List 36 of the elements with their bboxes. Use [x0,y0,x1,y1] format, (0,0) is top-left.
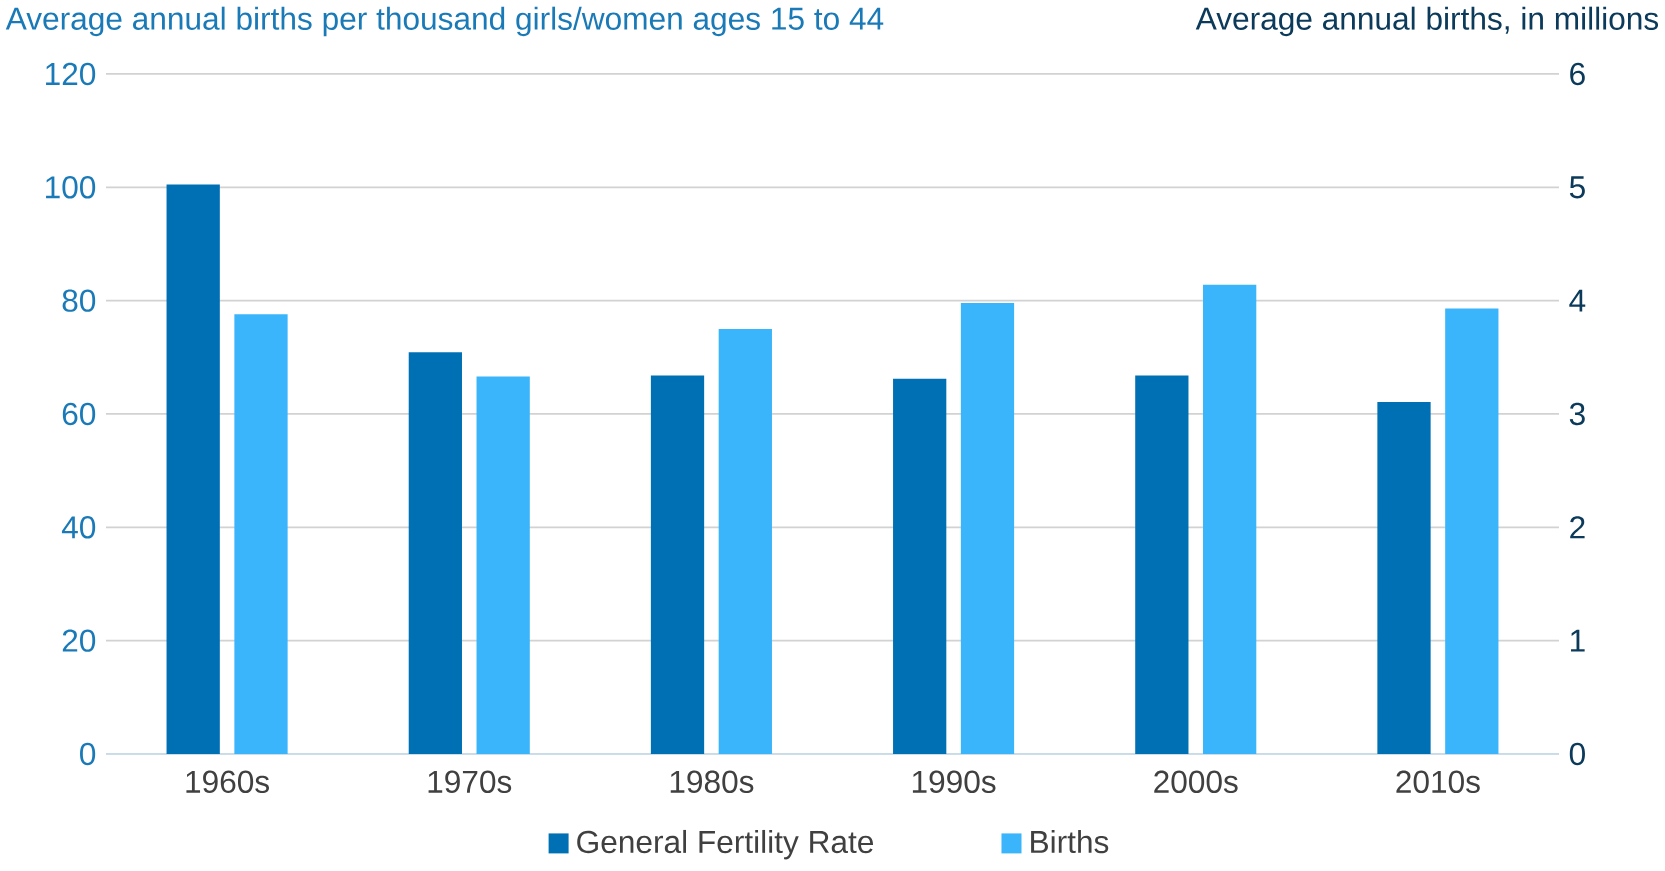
bar [1445,308,1499,755]
bar [1203,284,1257,755]
x-tick-label: 1980s [670,770,754,794]
x-tick-label: 1960s [186,770,270,794]
legend-label: Births [1031,829,1109,854]
bar [234,314,288,755]
bar [166,184,220,755]
y-tick-label: 80 [62,289,96,312]
bar [718,329,772,755]
y-axis-title: Average annual births per thousand girls/women ages 15 to 44 [5,6,884,37]
y2-tick-label: 6 [1570,62,1585,86]
y-tick-label: 0 [80,742,96,766]
bar [893,378,947,755]
x-tick-label: 1970s [428,770,512,794]
y-tick-label: 60 [62,402,96,426]
y-tick-label: 40 [61,516,96,539]
x-tick-label: 2000s [1154,770,1238,794]
y-tick-label: 20 [62,629,96,652]
y2-tick-label: 5 [1569,176,1585,199]
y2-tick-label: 4 [1569,289,1586,312]
x-tick-label: 1990s [912,770,996,794]
bar [476,376,530,755]
y-tick-label: 100 [46,176,96,199]
y2-tick-label: 2 [1570,516,1585,539]
legend-label: General Fertility Rate [577,829,874,860]
bar [1135,375,1189,755]
bar [408,352,462,755]
y2-axis-title: Average annual births, in millions [1195,6,1659,37]
y2-tick-label: 1 [1571,629,1585,652]
bar [1377,402,1431,755]
y2-tick-label: 0 [1569,742,1585,766]
x-tick-label: 2010s [1396,770,1480,794]
bar [650,375,705,755]
y-tick-label: 120 [46,62,96,86]
y2-tick-label: 3 [1569,402,1585,426]
bar [960,302,1015,755]
